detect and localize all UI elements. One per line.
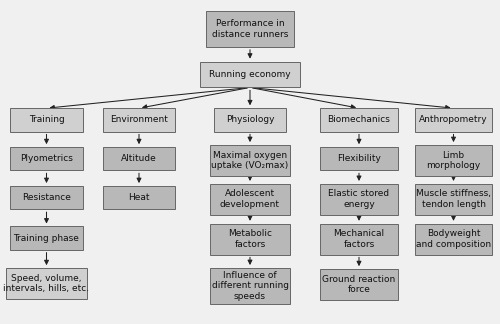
Text: Training: Training [28, 115, 64, 124]
FancyBboxPatch shape [210, 224, 290, 255]
FancyBboxPatch shape [214, 108, 286, 132]
FancyBboxPatch shape [10, 108, 83, 132]
Text: Running economy: Running economy [209, 70, 291, 79]
Text: Performance in
distance runners: Performance in distance runners [212, 19, 288, 39]
FancyBboxPatch shape [320, 269, 398, 300]
FancyBboxPatch shape [210, 184, 290, 214]
Text: Bodyweight
and composition: Bodyweight and composition [416, 229, 491, 249]
FancyBboxPatch shape [200, 62, 300, 87]
FancyBboxPatch shape [320, 108, 398, 132]
Text: Limb
morphology: Limb morphology [426, 151, 480, 170]
FancyBboxPatch shape [320, 147, 398, 170]
Text: Plyometrics: Plyometrics [20, 154, 73, 163]
Text: Speed, volume,
intervals, hills, etc.: Speed, volume, intervals, hills, etc. [4, 274, 90, 293]
FancyBboxPatch shape [210, 268, 290, 304]
Text: Environment: Environment [110, 115, 168, 124]
Text: Influence of
different running
speeds: Influence of different running speeds [212, 271, 288, 301]
Text: Ground reaction
force: Ground reaction force [322, 275, 396, 294]
FancyBboxPatch shape [415, 145, 492, 176]
Text: Heat: Heat [128, 193, 150, 202]
Text: Physiology: Physiology [226, 115, 274, 124]
Text: Elastic stored
energy: Elastic stored energy [328, 190, 390, 209]
Text: Muscle stiffness,
tendon length: Muscle stiffness, tendon length [416, 190, 491, 209]
FancyBboxPatch shape [206, 11, 294, 47]
Text: Metabolic
factors: Metabolic factors [228, 229, 272, 249]
FancyBboxPatch shape [6, 268, 86, 299]
FancyBboxPatch shape [415, 184, 492, 214]
Text: Flexibility: Flexibility [337, 154, 381, 163]
Text: Altitude: Altitude [121, 154, 157, 163]
FancyBboxPatch shape [10, 226, 83, 250]
FancyBboxPatch shape [320, 224, 398, 255]
Text: Maximal oxygen
uptake (VO₂max): Maximal oxygen uptake (VO₂max) [212, 151, 288, 170]
FancyBboxPatch shape [320, 184, 398, 214]
Text: Biomechanics: Biomechanics [328, 115, 390, 124]
FancyBboxPatch shape [415, 224, 492, 255]
Text: Training phase: Training phase [14, 234, 80, 243]
FancyBboxPatch shape [210, 145, 290, 176]
Text: Adolescent
development: Adolescent development [220, 190, 280, 209]
FancyBboxPatch shape [103, 108, 176, 132]
FancyBboxPatch shape [10, 147, 83, 170]
Text: Mechanical
factors: Mechanical factors [334, 229, 384, 249]
Text: Resistance: Resistance [22, 193, 71, 202]
FancyBboxPatch shape [415, 108, 492, 132]
FancyBboxPatch shape [103, 186, 176, 209]
Text: Anthropometry: Anthropometry [419, 115, 488, 124]
FancyBboxPatch shape [103, 147, 176, 170]
FancyBboxPatch shape [10, 186, 83, 209]
